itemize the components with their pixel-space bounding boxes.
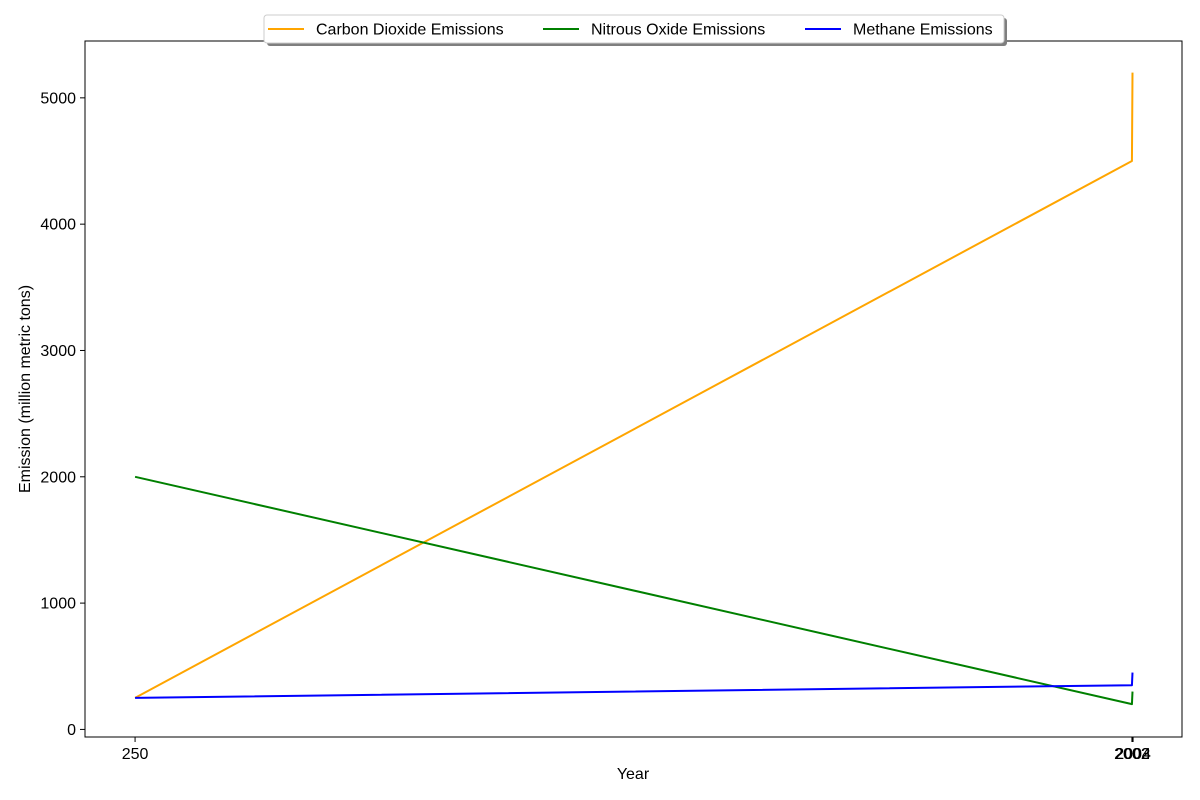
y-tick-label: 3000 — [40, 343, 76, 360]
series-line-carbon-dioxide-emissions — [134, 72, 1134, 699]
y-tick-label: 4000 — [40, 217, 76, 234]
legend-frame — [263, 14, 1005, 44]
x-axis-title: Year — [617, 766, 650, 783]
series-line-methane-emissions — [135, 672, 1134, 699]
y-tick-label: 2000 — [40, 469, 76, 486]
legend-label: Nitrous Oxide Emissions — [591, 22, 765, 39]
legend-label: Carbon Dioxide Emissions — [316, 22, 504, 39]
y-tick-label: 0 — [67, 722, 76, 739]
series-line-nitrous-oxide-emissions — [134, 475, 1134, 706]
series-layer — [134, 72, 1134, 706]
legend: Carbon Dioxide Emissions Nitrous Oxide Em… — [263, 14, 1007, 46]
x-tick-label: 2004 — [1115, 746, 1151, 763]
x-tick-label: 250 — [122, 746, 149, 763]
legend-label: Methane Emissions — [853, 22, 993, 39]
x-tick-label: 2002 — [1114, 746, 1150, 763]
y-axis-title: Emission (million metric tons) — [17, 285, 34, 493]
plot-area-frame — [84, 40, 1183, 738]
y-tick-label: 5000 — [40, 90, 76, 107]
y-tick-label: 1000 — [40, 596, 76, 613]
x-tick-label: 2003 — [1115, 746, 1151, 763]
